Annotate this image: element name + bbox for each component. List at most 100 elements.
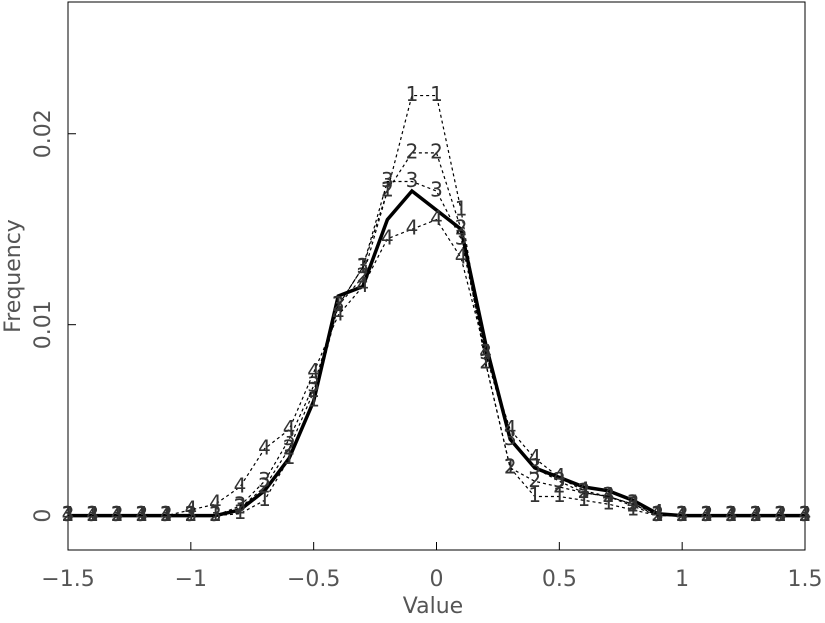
line-marker: 4	[381, 225, 394, 249]
line-marker: 4	[307, 359, 320, 383]
line-marker: 3	[578, 479, 591, 503]
line-marker: 1	[135, 502, 148, 526]
line-marker: 2	[258, 473, 271, 497]
line-marker: 2	[209, 502, 222, 526]
line-marker: 2	[234, 494, 247, 518]
line-marker: 2	[528, 468, 541, 492]
line-marker: 3	[455, 225, 468, 249]
line-marker: 3	[725, 502, 738, 526]
line-marker: 2	[799, 502, 812, 526]
line-marker: 3	[184, 502, 197, 526]
line-marker: 2	[774, 502, 787, 526]
line-marker: 3	[62, 502, 75, 526]
line-marker: 3	[258, 468, 271, 492]
line-marker: 3	[553, 468, 566, 492]
line-marker: 4	[774, 502, 787, 526]
line-marker: 4	[62, 502, 75, 526]
line-marker: 4	[455, 244, 468, 268]
line-marker: 3	[774, 502, 787, 526]
line-marker: 4	[356, 273, 369, 297]
line-marker: 2	[700, 502, 713, 526]
line-marker: 2	[651, 502, 664, 526]
line-marker: 4	[578, 477, 591, 501]
line-marker: 2	[184, 502, 197, 526]
line-marker: 2	[283, 435, 296, 459]
line-marker: 1	[209, 502, 222, 526]
line-marker: 2	[332, 292, 345, 316]
line-marker: 1	[234, 500, 247, 524]
line-marker: 4	[479, 340, 492, 364]
line-marker: 3	[307, 372, 320, 396]
line-marker: 1	[553, 483, 566, 507]
line-marker: 2	[725, 502, 738, 526]
line-marker: 2	[62, 502, 75, 526]
line-marker: 4	[234, 473, 247, 497]
line-marker: 3	[160, 502, 173, 526]
line-marker: 3	[135, 502, 148, 526]
x-tick-label: 1	[675, 567, 689, 592]
y-tick-label: 0.02	[31, 109, 56, 158]
y-axis-label: Frequency	[1, 219, 26, 333]
line-marker: 4	[184, 496, 197, 520]
line-marker: 1	[578, 487, 591, 511]
line-marker: 4	[332, 302, 345, 326]
line-marker: 4	[160, 502, 173, 526]
line-marker: 2	[578, 479, 591, 503]
line-marker: 1	[676, 502, 689, 526]
y-tick-label: 0	[31, 509, 56, 523]
line-marker: 3	[799, 502, 812, 526]
y-tick-label: 0.01	[31, 300, 56, 349]
line-marker: 2	[676, 502, 689, 526]
solid-line	[68, 188, 805, 518]
line-marker: 1	[651, 502, 664, 526]
line-marker: 1	[86, 502, 99, 526]
line-marker: 1	[627, 496, 640, 520]
line-marker: 4	[749, 502, 762, 526]
line-marker: 1	[184, 502, 197, 526]
x-tick-label: −1.5	[41, 567, 94, 592]
x-tick-label: −1	[175, 567, 207, 592]
line-marker: 1	[528, 483, 541, 507]
line-marker: 4	[258, 435, 271, 459]
line-marker: 2	[749, 502, 762, 526]
line-marker: 4	[111, 502, 124, 526]
line-marker: 2	[479, 349, 492, 373]
line-marker: 2	[160, 502, 173, 526]
line-marker: 2	[307, 378, 320, 402]
line-marker: 1	[700, 502, 713, 526]
line-marker: 3	[676, 502, 689, 526]
line-marker: 4	[602, 483, 615, 507]
line-marker: 3	[234, 493, 247, 517]
line-marker: 3	[627, 491, 640, 515]
x-tick-label: 0.5	[542, 567, 577, 592]
line-marker: 2	[430, 139, 443, 163]
line-marker: 3	[209, 502, 222, 526]
line-marker: 4	[725, 502, 738, 526]
line-marker: 4	[209, 491, 222, 515]
line-marker: 1	[479, 349, 492, 373]
line-marker: 2	[381, 178, 394, 202]
x-tick-label: 1.5	[788, 567, 823, 592]
line-marker: 3	[406, 168, 419, 192]
line-marker: 2	[86, 502, 99, 526]
line-marker: 3	[111, 502, 124, 526]
line-marker: 3	[749, 502, 762, 526]
line-marker: 1	[160, 502, 173, 526]
line-marker: 1	[430, 82, 443, 106]
dotted-line	[68, 180, 805, 517]
line-marker: 4	[504, 416, 517, 440]
line-marker: 3	[651, 502, 664, 526]
line-marker: 2	[111, 502, 124, 526]
line-marker: 4	[627, 491, 640, 515]
x-axis-label: Value	[403, 594, 463, 619]
dotted-line	[68, 218, 805, 517]
line-marker: 1	[62, 502, 75, 526]
line-marker: 1	[381, 178, 394, 202]
line-marker: 4	[651, 500, 664, 524]
line-marker: 4	[528, 445, 541, 469]
line-marker: 1	[455, 197, 468, 221]
line-marker: 3	[602, 483, 615, 507]
line-marker: 1	[749, 502, 762, 526]
x-tick-label: −0.5	[287, 567, 340, 592]
line-marker: 2	[356, 263, 369, 287]
